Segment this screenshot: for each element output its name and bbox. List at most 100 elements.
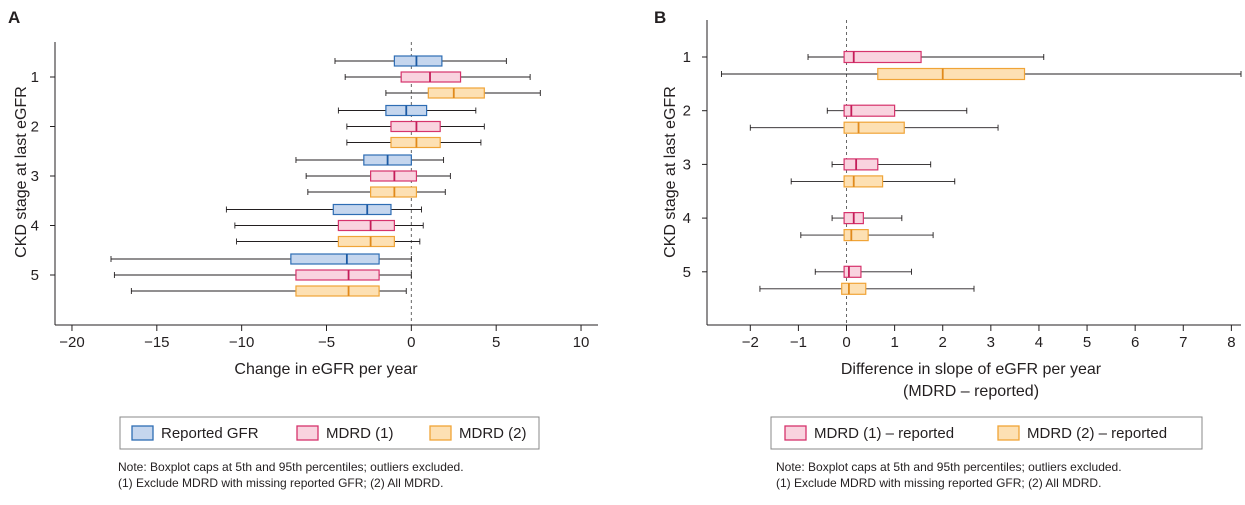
panel-a-boxplot-mdrd2-stage-3 <box>307 186 446 198</box>
panel-a-iqr-box <box>337 235 395 248</box>
panel-a-y-tick-label: 4 <box>31 218 39 235</box>
panel-a-legend-swatch-reported <box>131 425 154 441</box>
panel-b-boxplot-mdrd1-stage-2 <box>826 104 968 117</box>
panel-b-x-tick-label: −2 <box>742 334 759 351</box>
panel-b-y-tick-label: 2 <box>683 103 691 120</box>
panel-b-boxplot-mdrd1-stage-4 <box>831 212 903 225</box>
panel-b-x-tick-label: 7 <box>1179 334 1187 351</box>
panel-b-iqr-box <box>843 104 896 117</box>
panel-b-boxplot-mdrd2-stage-5 <box>759 282 975 295</box>
panel-a-boxplot-reported-stage-5 <box>110 253 412 265</box>
panel-a-note-line-1: Note: Boxplot caps at 5th and 95th perce… <box>118 460 464 474</box>
panel-b-legend-swatch-mdrd2 <box>997 425 1020 441</box>
panel-a-x-tick-label: −5 <box>318 334 335 351</box>
panel-a-iqr-box <box>290 253 380 265</box>
panel-b-legend-items: MDRD (1) – reported MDRD (2) – reported <box>784 425 1167 442</box>
panel-a-legend-items: Reported GFR MDRD (1) MDRD (2) <box>131 425 527 442</box>
panel-a-legend-swatch-mdrd2 <box>429 425 452 441</box>
panel-a-y-tick-label: 5 <box>31 267 39 284</box>
panel-a-iqr-box <box>295 285 380 297</box>
panel-b-note-line-2: (1) Exclude MDRD with missing reported G… <box>776 476 1101 490</box>
panel-a-iqr-box <box>337 219 395 232</box>
panel-b-boxplot-mdrd2-stage-3 <box>790 175 956 188</box>
panel-b-boxplot-mdrd1-stage-5 <box>814 265 912 278</box>
panel-a-legend-label-reported: Reported GFR <box>161 425 259 442</box>
panel-a-boxplot-mdrd2-stage-2 <box>346 136 482 149</box>
panel-a-plot: −20 −15 −10 −5 0 5 10 1 2 3 4 5 <box>31 42 598 351</box>
panel-b-legend-label-mdrd1: MDRD (1) – reported <box>814 425 954 442</box>
panel-a-x-tick-label: −20 <box>59 334 84 351</box>
panel-b-iqr-box <box>843 229 869 242</box>
panel-a-boxplot-mdrd1-stage-1 <box>344 71 531 83</box>
panel-a-boxplot-mdrd1-stage-4 <box>234 219 424 232</box>
panel-a-y-axis-title: CKD stage at last eGFR <box>13 86 30 258</box>
panel-b: B −2 −1 0 1 2 3 4 5 6 7 8 1 2 3 4 5 Difference in slope… <box>654 8 1242 490</box>
panel-b-letter: B <box>654 8 666 27</box>
panel-a-letter: A <box>8 8 20 27</box>
panel-b-boxplot-mdrd1-stage-1 <box>807 50 1045 64</box>
panel-b-boxplot-mdrd1-stage-3 <box>831 158 932 171</box>
panel-b-x-tick-label: 8 <box>1227 334 1235 351</box>
panel-b-note-line-1: Note: Boxplot caps at 5th and 95th perce… <box>776 460 1122 474</box>
panel-a-legend-label-mdrd2: MDRD (2) <box>459 425 527 442</box>
panel-b-legend-frame <box>770 416 1203 450</box>
panel-b-x-tick-label: 4 <box>1035 334 1043 351</box>
panel-a-boxplot-reported-stage-1 <box>334 55 507 67</box>
panel-b-boxplot-mdrd2-stage-1 <box>720 67 1242 81</box>
panel-b-iqr-box <box>843 158 879 171</box>
panel-a-iqr-box <box>393 55 443 67</box>
panel-b-legend-label-mdrd2: MDRD (2) – reported <box>1027 425 1167 442</box>
panel-b-x-tick-label: 2 <box>939 334 947 351</box>
panel-b-y-tick-label: 1 <box>683 49 691 66</box>
panel-a-boxplot-mdrd2-stage-1 <box>385 87 541 99</box>
panel-b-y-axis-title: CKD stage at last eGFR <box>662 86 679 258</box>
panel-a-y-tick-label: 1 <box>31 69 39 86</box>
panel-b-y-tick-label: 5 <box>683 264 691 281</box>
panel-b-iqr-box <box>841 282 867 295</box>
panel-a-boxplot-mdrd1-stage-5 <box>113 269 412 281</box>
panel-a-x-tick-label: 5 <box>492 334 500 351</box>
panel-a-iqr-box <box>332 203 392 216</box>
panel-b-x-axis-title-line-1: Difference in slope of eGFR per year <box>841 361 1102 378</box>
panel-a-boxplot-mdrd2-stage-4 <box>236 235 421 248</box>
panel-b-x-tick-label: 1 <box>890 334 898 351</box>
panel-a-x-tick-label: −10 <box>229 334 254 351</box>
panel-a-boxplot-reported-stage-2 <box>337 104 477 117</box>
panel-b-boxplot-mdrd2-stage-2 <box>749 121 999 134</box>
panel-b-x-tick-label: 3 <box>987 334 995 351</box>
panel-a-iqr-box <box>295 269 380 281</box>
panel-a-boxplot-mdrd1-stage-2 <box>346 120 485 133</box>
panel-a-iqr-box <box>427 87 485 99</box>
panel-b-x-tick-label: −1 <box>790 334 807 351</box>
panel-b-legend: MDRD (1) – reported MDRD (2) – reported <box>770 416 1203 450</box>
panel-b-x-tick-label: 0 <box>842 334 850 351</box>
panel-b-iqr-box <box>843 121 905 134</box>
panel-b-y-tick-label: 3 <box>683 156 691 173</box>
panel-a-y-tick-label: 3 <box>31 168 39 185</box>
panel-b-x-tick-label: 6 <box>1131 334 1139 351</box>
panel-a-note-line-2: (1) Exclude MDRD with missing reported G… <box>118 476 443 490</box>
panel-a-x-tick-label: 10 <box>573 334 590 351</box>
panel-a-x-tick-label: −15 <box>144 334 169 351</box>
panel-a-boxplot-mdrd2-stage-5 <box>130 285 407 297</box>
panel-a-x-tick-label: 0 <box>407 334 415 351</box>
panel-a-legend-swatch-mdrd1 <box>296 425 319 441</box>
panel-b-iqr-box <box>877 67 1026 81</box>
panel-a: A −20 −15 −10 −5 0 5 10 1 2 3 4 5 Change in eGFR pe… <box>8 8 598 490</box>
panel-a-legend-label-mdrd1: MDRD (1) <box>326 425 394 442</box>
panel-b-plot: −2 −1 0 1 2 3 4 5 6 7 8 1 2 3 4 5 <box>683 20 1242 351</box>
panel-b-iqr-box <box>843 265 862 278</box>
panel-a-boxplot-reported-stage-3 <box>295 154 445 166</box>
panel-a-boxplot-reported-stage-4 <box>225 203 422 216</box>
panel-a-x-axis-title: Change in eGFR per year <box>234 361 418 378</box>
panel-b-legend-swatch-mdrd1 <box>784 425 807 441</box>
panel-b-x-tick-label: 5 <box>1083 334 1091 351</box>
panel-b-x-axis-title-line-2: (MDRD – reported) <box>903 383 1039 400</box>
panel-a-legend: Reported GFR MDRD (1) MDRD (2) <box>119 416 540 450</box>
panel-b-boxplot-mdrd2-stage-4 <box>800 229 934 242</box>
panel-b-iqr-box <box>843 50 922 64</box>
panel-b-y-tick-label: 4 <box>683 210 691 227</box>
panel-a-boxplot-mdrd1-stage-3 <box>305 170 451 182</box>
panel-a-legend-frame <box>119 416 540 450</box>
